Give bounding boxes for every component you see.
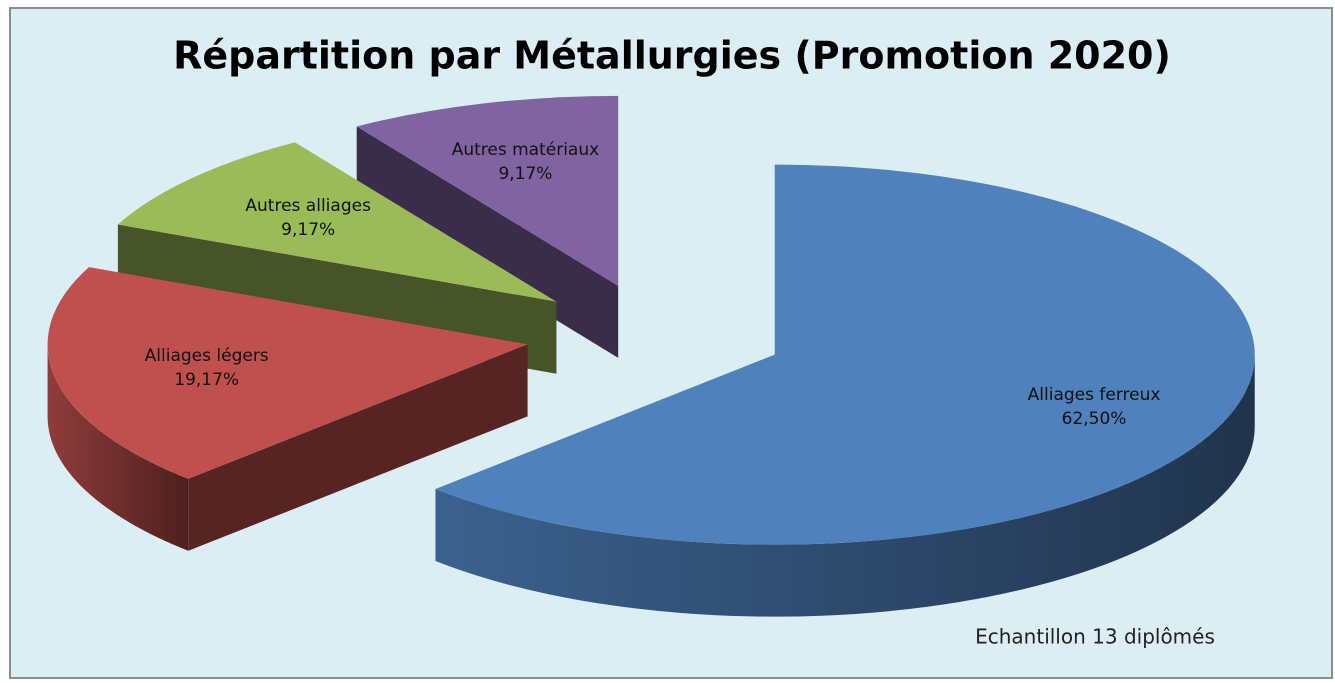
annotation: Echantillon 13 diplômés xyxy=(975,625,1215,649)
data-label-value: 19,17% xyxy=(174,370,239,390)
data-label-value: 9,17% xyxy=(498,164,552,184)
slice xyxy=(47,267,528,551)
slice-edge xyxy=(47,344,189,551)
slice-top xyxy=(356,95,619,286)
data-label-name: Alliages ferreux xyxy=(1028,385,1161,405)
slice-top xyxy=(117,142,557,302)
data-label: Autres alliages 9,17% xyxy=(245,196,371,240)
slice xyxy=(435,164,1255,617)
data-label: Alliages ferreux 62,50% xyxy=(1028,385,1161,429)
data-label-value: 9,17% xyxy=(281,220,335,240)
data-label: Alliages légers 19,17% xyxy=(145,346,269,390)
data-label-value: 62,50% xyxy=(1062,409,1127,429)
data-label-name: Autres alliages xyxy=(245,196,371,216)
chart-title: Répartition par Métallurgies (Promotion … xyxy=(173,34,1171,78)
data-label: Autres matériaux 9,17% xyxy=(452,140,599,184)
slice-edge xyxy=(435,354,1255,617)
data-label-name: Autres matériaux xyxy=(452,140,599,160)
data-label-name: Alliages légers xyxy=(145,346,269,366)
slice-top xyxy=(435,164,1255,545)
slice-side xyxy=(188,344,528,551)
slice-top xyxy=(47,267,528,479)
